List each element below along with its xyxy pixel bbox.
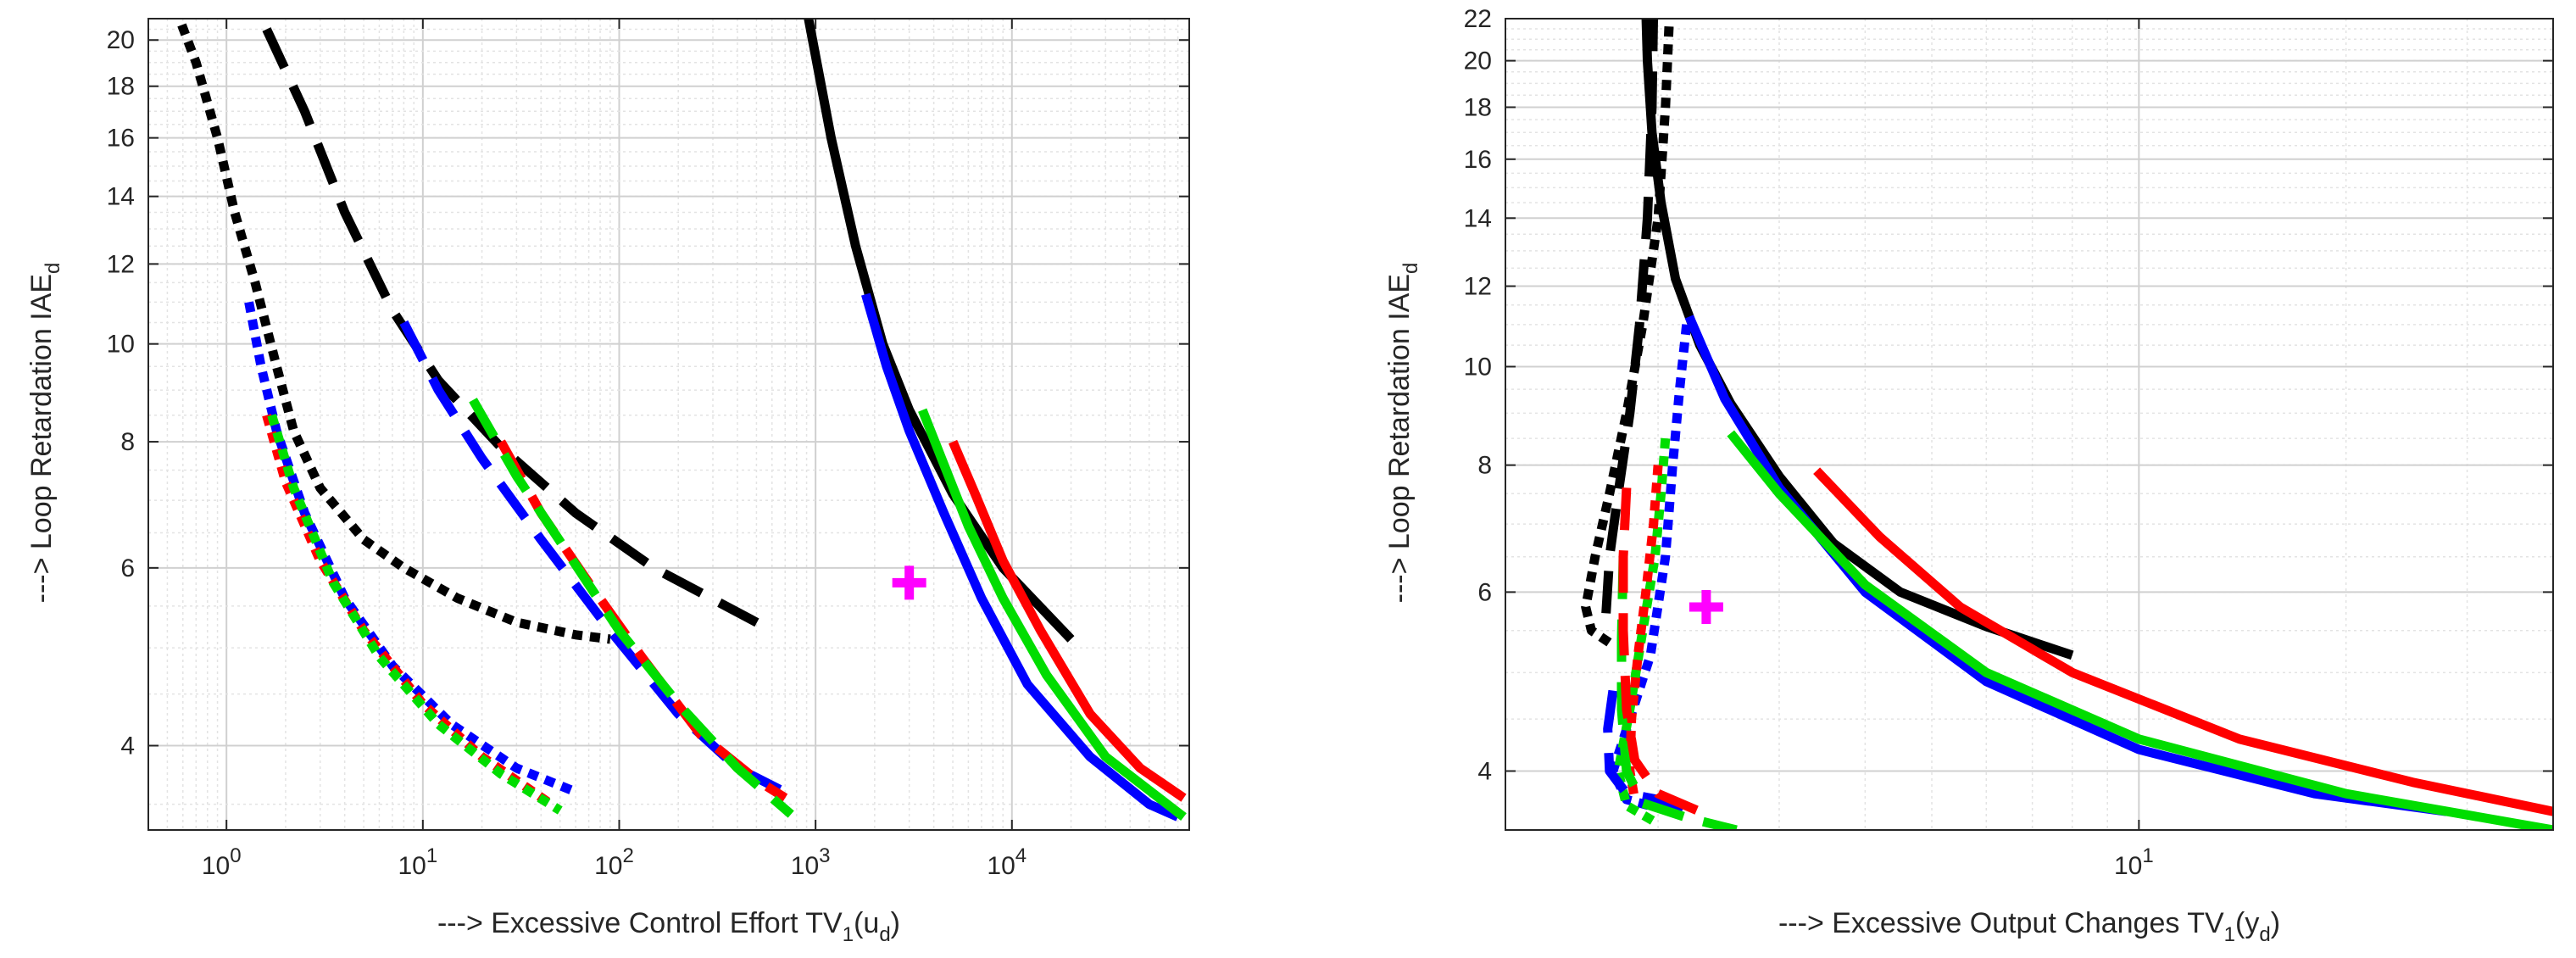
series-line-dotted-3 [1581, 19, 1674, 647]
series-line-solid-12 [949, 439, 1187, 802]
x-tick-label: 100 [202, 844, 242, 880]
y-tick-label: 8 [120, 428, 135, 456]
series-line-dashed-7 [399, 320, 799, 803]
series-line-solid-10 [861, 292, 1180, 822]
chart-panel-2: 101 4 6 8 10 12 14 16 18 20 22 ---> Excessive Outpu… [1383, 5, 2554, 946]
y-tick-label: 12 [107, 250, 135, 278]
series-line-solid-1 [1641, 19, 2074, 660]
x-tick-label: 102 [594, 844, 634, 880]
y-tick-label: 12 [1464, 273, 1492, 301]
x-tick-label: 104 [987, 844, 1027, 880]
y-tick-label: 4 [1477, 757, 1492, 785]
series-line-dotted-4 [244, 301, 578, 797]
plus-marker [892, 565, 926, 600]
x-axis-label: ---> Excessive Control Effort TV1(ud) [437, 907, 900, 946]
y-tick-label: 14 [1464, 204, 1492, 232]
x-tick-label: 101 [398, 844, 437, 880]
series-line-solid-4 [1684, 315, 2448, 816]
axes-frame [1505, 18, 2554, 831]
plus-marker [1689, 590, 1723, 625]
series-line-dashed-10 [1603, 689, 1689, 816]
y-tick-label: 10 [107, 331, 135, 359]
series-line-dashed-2 [1601, 19, 1659, 615]
y-tick-label: 16 [107, 125, 135, 153]
y-tick-label: 10 [1464, 353, 1492, 381]
axes-frame [147, 18, 1190, 831]
y-axis-label: ---> Loop Retardation IAEd [1383, 263, 1422, 604]
y-tick-label: 16 [1464, 146, 1492, 174]
y-tick-label: 18 [1464, 93, 1492, 121]
y-tick-label: 14 [107, 183, 135, 211]
y-tick-label: 8 [1477, 452, 1492, 480]
series-line-dashed-12 [1618, 487, 1702, 816]
series-line-solid-11 [918, 408, 1187, 821]
y-tick-label: 6 [1477, 578, 1492, 606]
series-line-dashed-9 [469, 398, 794, 818]
series-group [1581, 19, 2553, 830]
series-line-dashed-2 [262, 27, 775, 635]
y-tick-label: 22 [1464, 5, 1492, 33]
series-line-dotted-1 [174, 19, 611, 644]
x-axis-label: ---> Excessive Output Changes TV1(yd) [1778, 907, 2280, 946]
x-tick-label: 103 [791, 844, 831, 880]
series-line-solid-3 [804, 19, 1075, 643]
y-tick-label: 20 [1464, 47, 1492, 75]
y-axis-label: ---> Loop Retardation IAEd [25, 263, 64, 604]
series-line-dashed-11 [1616, 556, 1738, 830]
series-line-dotted-7 [1608, 324, 1692, 813]
series-line-dotted-8 [1613, 437, 1671, 828]
x-tick-label: 101 [2114, 844, 2154, 880]
y-tick-label: 20 [107, 26, 135, 54]
series-group [174, 19, 1187, 822]
y-tick-label: 4 [120, 732, 135, 760]
series-line-solid-6 [1813, 467, 2553, 816]
series-line-solid-5 [1727, 430, 2553, 830]
y-tick-label: 18 [107, 73, 135, 101]
chart-panel-1: 100 101 102 103 104 4 6 8 10 12 14 16 18 20 ---> Exces… [25, 18, 1190, 946]
y-tick-label: 6 [120, 554, 135, 582]
series-line-dotted-6 [267, 414, 563, 815]
